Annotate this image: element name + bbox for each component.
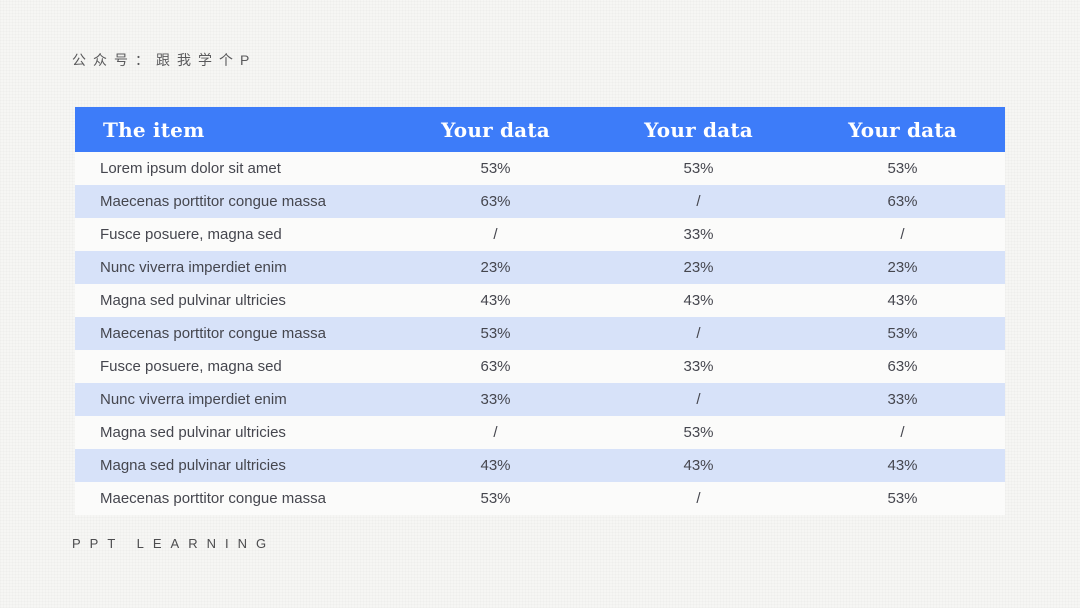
row-item-label: Lorem ipsum dolor sit amet bbox=[100, 160, 281, 177]
row-value: 43% bbox=[887, 292, 918, 309]
table-body: Lorem ipsum dolor sit amet 53% 53% 53% Maece… bbox=[75, 152, 1005, 515]
row-item-label: Magna sed pulvinar ultricies bbox=[100, 457, 286, 474]
row-value: 53% bbox=[683, 160, 714, 177]
row-value: 53% bbox=[480, 490, 511, 507]
row-value: 53% bbox=[887, 325, 918, 342]
row-value: 23% bbox=[683, 259, 714, 276]
row-value: 23% bbox=[480, 259, 511, 276]
row-value: / bbox=[493, 226, 498, 243]
row-value: 33% bbox=[683, 358, 714, 375]
table-row: Magna sed pulvinar ultricies 43% 43% 43% bbox=[75, 449, 1005, 482]
table-row: Maecenas porttitor congue massa 63% / 63% bbox=[75, 185, 1005, 218]
table-row: Fusce posuere, magna sed / 33% / bbox=[75, 218, 1005, 251]
row-item-label: Magna sed pulvinar ultricies bbox=[100, 292, 286, 309]
row-item-label: Maecenas porttitor congue massa bbox=[100, 325, 326, 342]
table-row: Maecenas porttitor congue massa 53% / 53% bbox=[75, 482, 1005, 515]
row-value: 43% bbox=[480, 292, 511, 309]
column-header-data-2: Your data bbox=[644, 117, 753, 142]
row-value: 63% bbox=[887, 193, 918, 210]
column-header-item: The item bbox=[103, 117, 205, 142]
row-value: / bbox=[493, 424, 498, 441]
row-value: 33% bbox=[480, 391, 511, 408]
row-value: 63% bbox=[480, 358, 511, 375]
footer-label: PPT LEARNING bbox=[72, 536, 276, 551]
row-item-label: Magna sed pulvinar ultricies bbox=[100, 424, 286, 441]
row-value: / bbox=[696, 391, 701, 408]
row-value: / bbox=[696, 490, 701, 507]
row-value: 53% bbox=[480, 325, 511, 342]
column-header-data-1: Your data bbox=[441, 117, 550, 142]
table-row: Magna sed pulvinar ultricies 43% 43% 43% bbox=[75, 284, 1005, 317]
row-value: / bbox=[696, 193, 701, 210]
row-value: 53% bbox=[887, 490, 918, 507]
table-row: Nunc viverra imperdiet enim 33% / 33% bbox=[75, 383, 1005, 416]
row-value: / bbox=[900, 424, 905, 441]
table-row: Fusce posuere, magna sed 63% 33% 63% bbox=[75, 350, 1005, 383]
row-item-label: Fusce posuere, magna sed bbox=[100, 226, 282, 243]
row-value: 33% bbox=[887, 391, 918, 408]
row-item-label: Maecenas porttitor congue massa bbox=[100, 193, 326, 210]
table-row: Magna sed pulvinar ultricies / 53% / bbox=[75, 416, 1005, 449]
row-value: 63% bbox=[480, 193, 511, 210]
row-value: 43% bbox=[683, 457, 714, 474]
table-header-row: The item Your data Your data Your data bbox=[75, 107, 1005, 152]
row-value: 43% bbox=[683, 292, 714, 309]
row-value: 43% bbox=[480, 457, 511, 474]
row-value: 43% bbox=[887, 457, 918, 474]
row-value: 53% bbox=[683, 424, 714, 441]
row-value: 53% bbox=[480, 160, 511, 177]
row-value: 23% bbox=[887, 259, 918, 276]
table-row: Lorem ipsum dolor sit amet 53% 53% 53% bbox=[75, 152, 1005, 185]
row-value: 63% bbox=[887, 358, 918, 375]
row-value: / bbox=[696, 325, 701, 342]
row-value: 33% bbox=[683, 226, 714, 243]
row-value: 53% bbox=[887, 160, 918, 177]
column-header-data-3: Your data bbox=[848, 117, 957, 142]
row-value: / bbox=[900, 226, 905, 243]
row-item-label: Fusce posuere, magna sed bbox=[100, 358, 282, 375]
row-item-label: Nunc viverra imperdiet enim bbox=[100, 391, 287, 408]
data-table: The item Your data Your data Your data L… bbox=[75, 107, 1005, 515]
row-item-label: Maecenas porttitor congue massa bbox=[100, 490, 326, 507]
table-row: Maecenas porttitor congue massa 53% / 53% bbox=[75, 317, 1005, 350]
brand-label: 公众号：跟我学个P bbox=[72, 52, 257, 68]
row-item-label: Nunc viverra imperdiet enim bbox=[100, 259, 287, 276]
table-row: Nunc viverra imperdiet enim 23% 23% 23% bbox=[75, 251, 1005, 284]
